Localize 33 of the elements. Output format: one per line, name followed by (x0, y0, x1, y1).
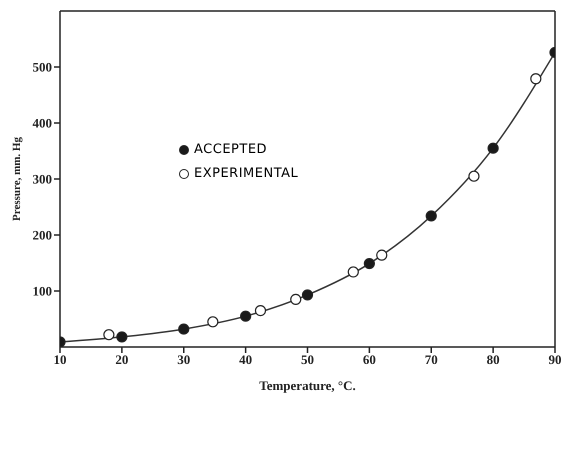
y-tick-label: 100 (32, 284, 52, 299)
point (254, 305, 266, 316)
point (488, 142, 499, 154)
legend-label: ACCEPTED (194, 141, 268, 159)
point (290, 294, 302, 305)
y-tick-label: 200 (32, 228, 52, 243)
point (178, 323, 190, 335)
y-tick-label: 300 (32, 172, 52, 187)
x-axis-title: Temperature, °C. (259, 378, 356, 393)
x-tick-label: 30 (177, 352, 190, 368)
x-tick-label: 20 (115, 352, 128, 368)
point (240, 310, 252, 322)
x-tick-label: 70 (424, 352, 438, 368)
x-tick-label: 10 (54, 352, 66, 368)
y-axis-title: Pressure, mm. Hg (10, 136, 23, 221)
point (364, 258, 375, 270)
point (103, 329, 114, 340)
legend-label: EXPERIMENTAL (194, 165, 298, 183)
x-tick-label: 60 (362, 352, 376, 368)
x-tick-label: 90 (548, 352, 562, 368)
x-tick-label: 50 (301, 352, 314, 368)
point (348, 266, 359, 278)
point (530, 73, 542, 84)
y-tick-label: 400 (32, 116, 52, 131)
y-tick-label: 500 (32, 60, 52, 75)
point (468, 170, 480, 182)
x-tick-label: 40 (239, 352, 252, 368)
point (426, 210, 437, 222)
point (376, 250, 388, 261)
x-tick-label: 80 (486, 352, 500, 368)
point (116, 331, 128, 343)
point (207, 316, 218, 328)
point (302, 289, 314, 301)
